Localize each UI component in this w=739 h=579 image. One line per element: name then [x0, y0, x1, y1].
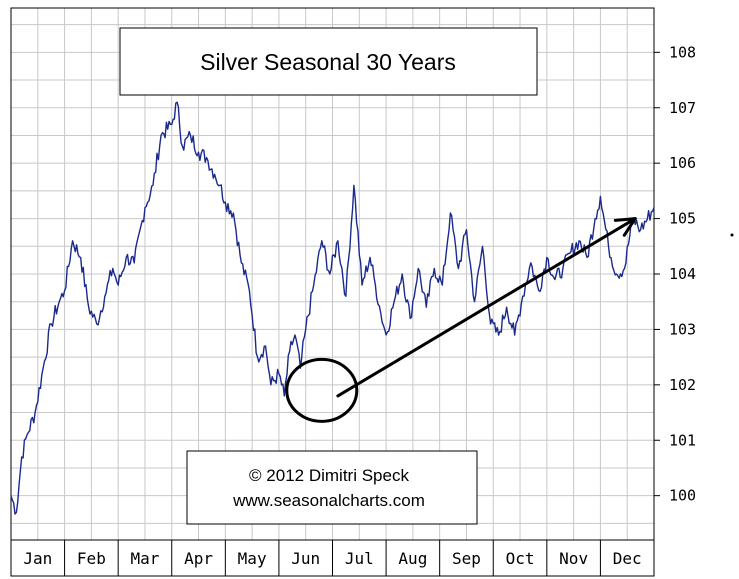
y-tick-label: 102 — [669, 376, 696, 394]
x-tick-label: Jan — [23, 549, 52, 568]
x-tick-label: Oct — [506, 549, 535, 568]
title-box: Silver Seasonal 30 Years — [119, 27, 538, 96]
trend-arrow-head — [613, 217, 637, 237]
credit-box: © 2012 Dimitri Speck www.seasonalcharts.… — [186, 450, 478, 525]
x-tick-label: Nov — [559, 549, 588, 568]
y-tick-label: 106 — [669, 154, 696, 172]
x-tick-label: Aug — [398, 549, 427, 568]
y-tick-label: 105 — [669, 210, 696, 228]
credit-copyright: © 2012 Dimitri Speck — [249, 466, 409, 485]
x-tick-label: Jul — [345, 549, 374, 568]
y-tick-label: 104 — [669, 265, 696, 283]
y-tick-label: 101 — [669, 431, 696, 449]
y-tick-label: 100 — [669, 487, 696, 505]
x-axis: Jan Feb Mar Apr May Jun Jul Aug Sep Oct Nov Dec — [10, 539, 655, 577]
y-tick-label: 107 — [669, 99, 696, 117]
y-tick-label: 108 — [669, 43, 696, 61]
x-tick-label: Sep — [452, 549, 481, 568]
chart-title: Silver Seasonal 30 Years — [200, 49, 456, 75]
x-tick-label: Dec — [613, 549, 642, 568]
trend-arrow-shaft — [336, 217, 637, 398]
annotations — [285, 217, 637, 423]
x-tick-label: Apr — [184, 549, 213, 568]
y-tick-label: 103 — [669, 320, 696, 338]
credit-url: www.seasonalcharts.com — [232, 491, 425, 510]
right-margin-dot — [730, 233, 734, 237]
x-tick-label: Jun — [291, 549, 320, 568]
x-tick-label: May — [238, 549, 267, 568]
highlight-circle — [285, 357, 359, 423]
x-tick-label: Mar — [131, 549, 160, 568]
silver-seasonal-line — [10, 101, 655, 515]
x-tick-label: Feb — [77, 549, 106, 568]
y-axis-ticks: 100 101 102 103 104 105 106 107 108 — [654, 43, 696, 505]
